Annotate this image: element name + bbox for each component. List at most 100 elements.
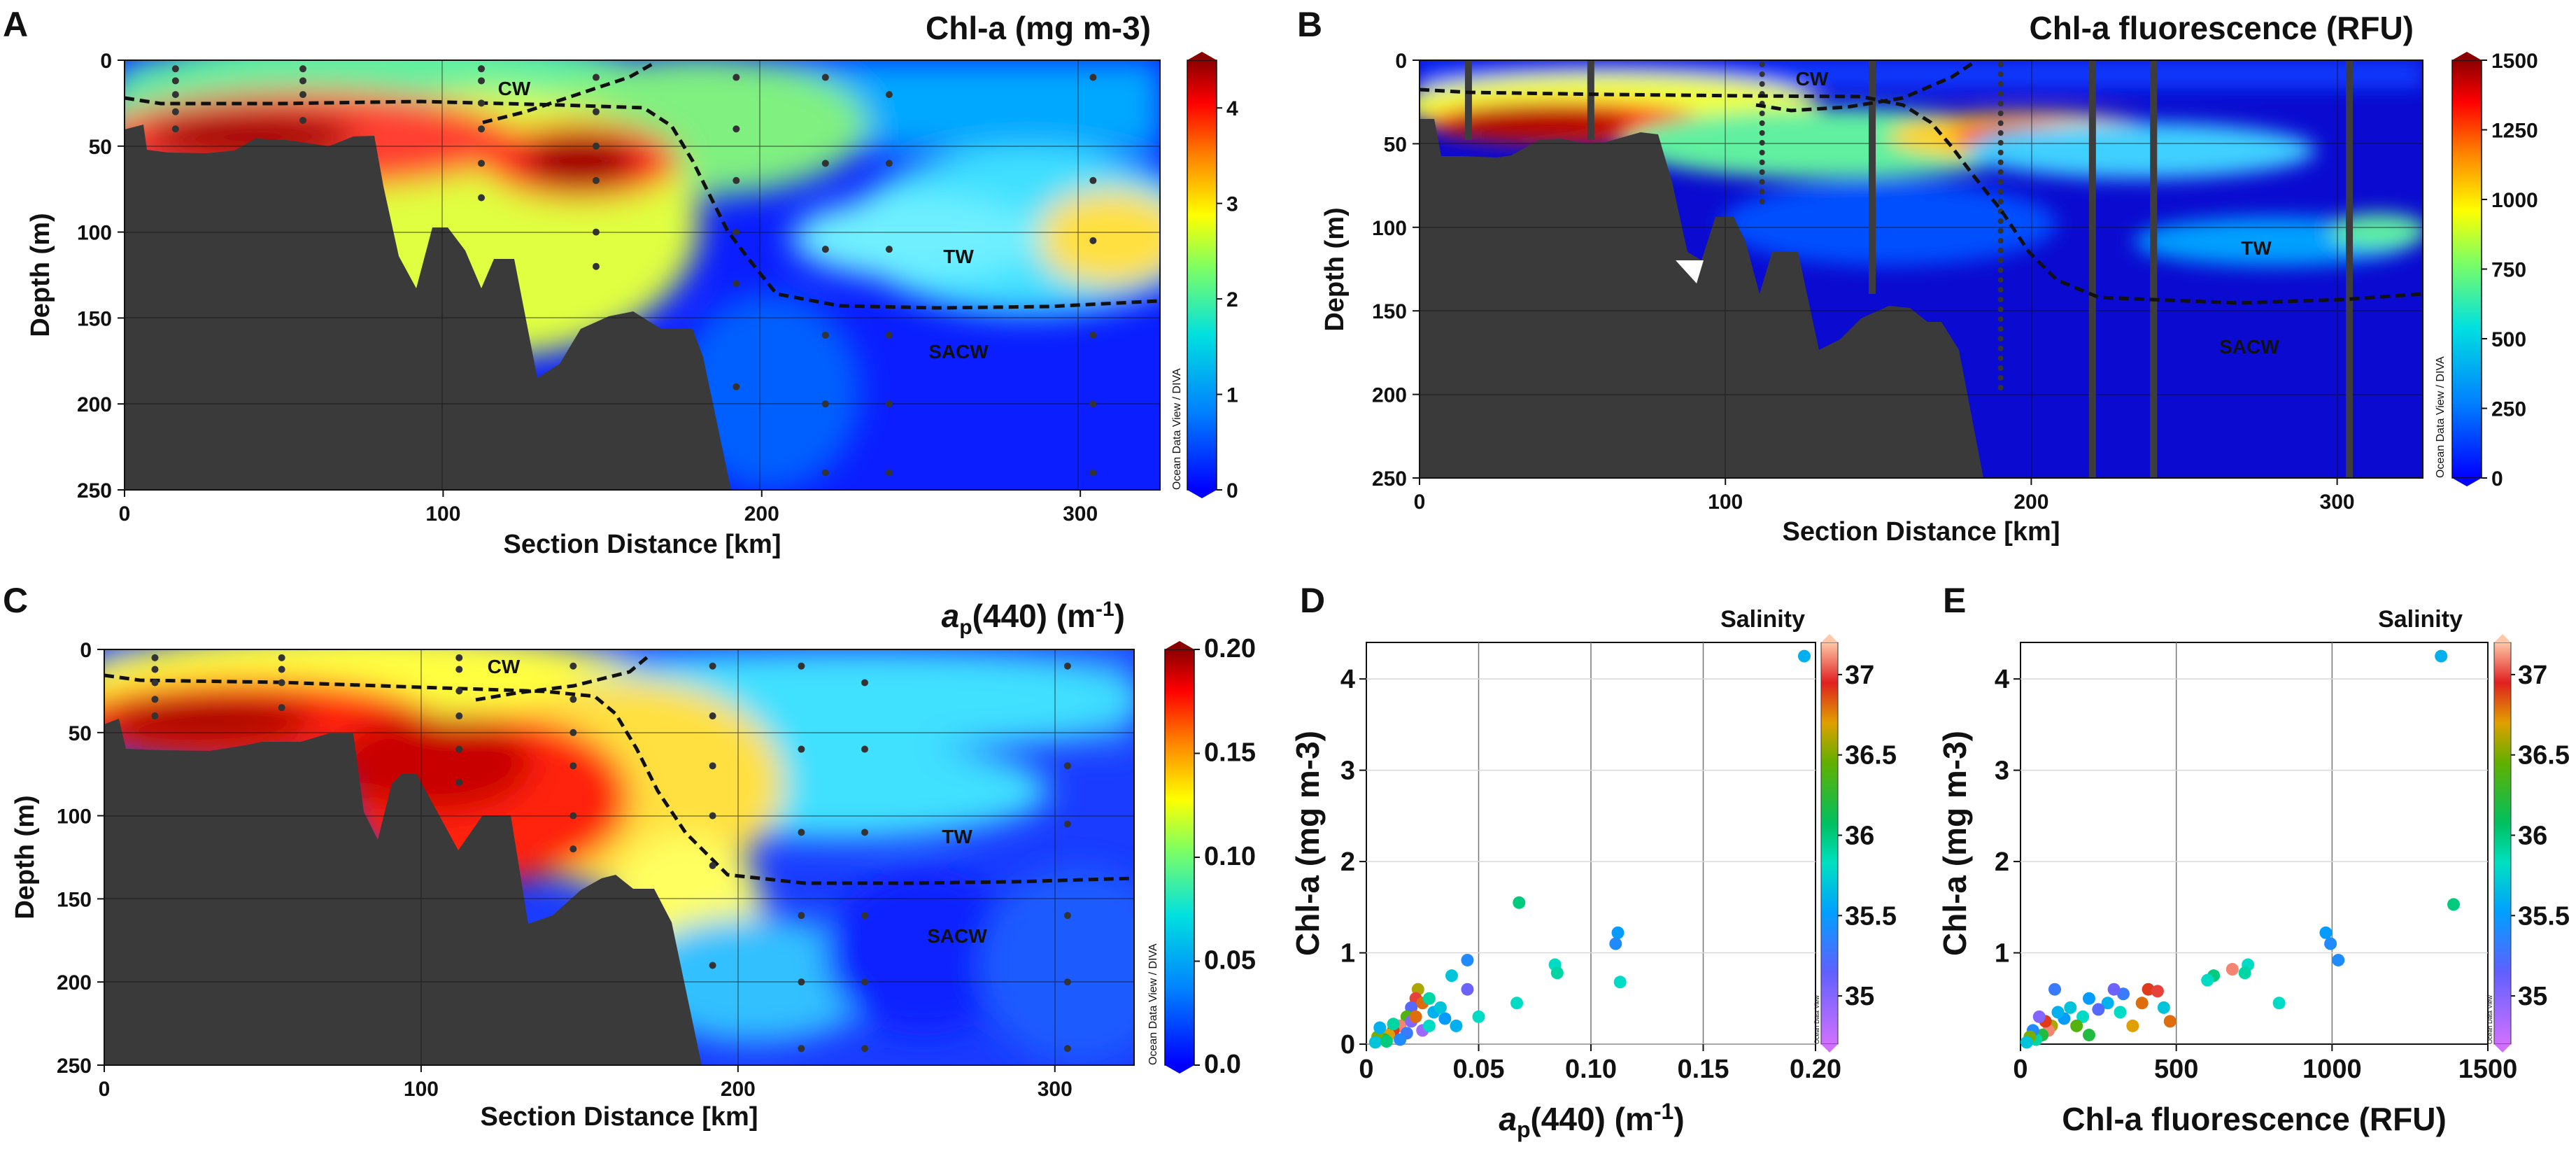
panel-b-profile-sample <box>1997 277 2004 283</box>
panel-a-field <box>125 60 1160 490</box>
panel-a-ytick-label: 250 <box>77 479 112 502</box>
panel-e-data-point <box>2020 1036 2033 1049</box>
panel-b-ytick-label: 200 <box>1372 384 1407 407</box>
panel-c-station-dot <box>861 745 869 753</box>
panel-c-xtick-label: 200 <box>721 1078 756 1101</box>
panel-c-station-dot <box>569 762 577 770</box>
panel-c-colorbar-tick-label: 0.20 <box>1204 634 1256 663</box>
panel-c-station-dot <box>1063 912 1071 920</box>
panel-e-data-point <box>2447 898 2461 911</box>
panel-b-profile-track <box>1464 60 1472 140</box>
panel-a-colorbar-credit: Ocean Data View / DIVA <box>1171 368 1183 490</box>
panel-b-ytick-label: 250 <box>1372 467 1407 491</box>
panel-c-station-dot <box>709 861 716 869</box>
panel-d-data-point <box>1373 1021 1387 1034</box>
panel-e-data-point <box>2092 1003 2105 1016</box>
panel-a-station-dot <box>733 125 740 133</box>
panel-c-station-dot <box>861 978 869 986</box>
panel-e-data-point <box>2435 649 2448 663</box>
panel-e-colorbar-tick-label: 37 <box>2518 661 2547 690</box>
panel-b-colorbar-tick-label: 0 <box>2491 467 2503 491</box>
panel-a-xtick-label: 0 <box>119 502 131 526</box>
panel-d-colorbar-cap-bottom <box>1821 1044 1838 1053</box>
panel-a-station-dot <box>478 99 486 107</box>
panel-a-isohalines <box>125 61 1160 310</box>
panel-c-station-dot <box>569 729 577 736</box>
panel-d-xtick-label: 0.05 <box>1453 1055 1505 1084</box>
panel-e-colorbar <box>2493 642 2512 1045</box>
panel-e-colorbar-tick-label: 36.5 <box>2518 741 2570 771</box>
panel-a-station-dot <box>733 383 740 390</box>
panel-c-ytick-label: 250 <box>57 1055 92 1078</box>
panel-e-data-point <box>2070 1019 2083 1032</box>
panel-a-chl-section: Chl-a (mg m-3) <box>26 10 1238 559</box>
panel-b-profile-sample <box>1997 81 2004 87</box>
panel-a-station-dot <box>592 142 600 150</box>
panel-c-station-dot <box>278 654 285 661</box>
panel-e-data-point <box>2163 1015 2177 1028</box>
panel-d-ylabel: Chl-a (mg m-3) <box>1289 731 1326 956</box>
panel-b-profile-sample <box>1997 101 2004 106</box>
panel-b-profile-sample <box>1759 130 1765 136</box>
panel-b-profile-sample <box>1997 365 2004 371</box>
panel-c-station-dot <box>861 1045 869 1053</box>
panel-e-data-point <box>2107 983 2121 996</box>
panel-c-ylabel: Depth (m) <box>10 795 40 919</box>
panel-b-profile-sample <box>1997 346 2004 351</box>
panel-b-profile-track <box>1869 60 1876 294</box>
panel-e-data-point <box>2082 1028 2095 1041</box>
panel-c-colorbar-tick-label: 0.10 <box>1204 842 1256 871</box>
panel-a-station-dot <box>885 160 893 167</box>
panel-b-colorbar-ticks: 0 250 500 750 1000 1250 1500 <box>2482 50 2538 491</box>
panel-c-title-a: a <box>942 598 960 634</box>
panel-e-colorbar-ticks: 35 35.5 36 36.5 37 <box>2511 661 2570 1011</box>
panel-e-data-point <box>2032 1010 2046 1023</box>
panel-label-b: B <box>1297 5 1322 44</box>
panel-a-station-dot <box>821 400 829 408</box>
panel-b-profile-track <box>2346 60 2354 478</box>
panel-a-ytick-label: 0 <box>100 50 112 73</box>
panel-d-ytick-label: 3 <box>1340 757 1355 786</box>
panel-c-colorbar-tick-label: 0.05 <box>1204 946 1256 976</box>
panel-a-station-dot <box>885 469 893 477</box>
panel-a-xlabel: Section Distance [km] <box>504 530 781 559</box>
panel-a-station-dot <box>821 469 829 477</box>
panel-e-frame <box>2020 642 2489 1045</box>
panel-c-label-tw: TW <box>942 826 972 847</box>
panel-a-frame <box>124 59 1161 491</box>
panel-c-station-dot <box>278 704 285 712</box>
panel-e-xtick-label: 1000 <box>2302 1055 2362 1084</box>
panel-d-scatter: 0 0.05 0.10 0.15 0.20 0 1 2 3 4 Salinity Ocean Da… <box>1289 606 1897 1142</box>
panel-d-data-point <box>1368 1036 1382 1049</box>
panel-a-station-dot <box>821 246 829 253</box>
panel-b-profile-sample <box>1997 91 2004 97</box>
panel-e-xtick-label: 0 <box>2013 1055 2027 1084</box>
panel-c-station-dot <box>455 666 463 673</box>
panel-b-xtick-label: 200 <box>2014 491 2048 514</box>
panel-a-ytick-label: 50 <box>89 136 112 159</box>
panel-b-profile-sample <box>1997 385 2004 390</box>
panel-d-colorbar-tick-label: 36.5 <box>1845 741 1897 771</box>
panel-d-xlabel-sup: -1 <box>1654 1099 1673 1124</box>
panel-a-station-dot <box>478 160 486 167</box>
panel-e-colorbar-title: Salinity <box>2378 606 2463 633</box>
panel-d-axes: 0 0.05 0.10 0.15 0.20 0 1 2 3 4 <box>1340 665 1841 1084</box>
panel-a-station-dot <box>821 73 829 81</box>
panel-e-xtick-label: 1500 <box>2458 1055 2518 1084</box>
panel-a-station-dot <box>733 228 740 236</box>
panel-c-station-dot <box>455 687 463 695</box>
panel-d-grid <box>1366 642 1816 1045</box>
panel-b-colorbar-cap-top <box>2452 52 2482 60</box>
panel-c-station-dot <box>709 762 716 770</box>
panel-c-station-dot <box>709 662 716 670</box>
panel-b-profile-sample <box>1997 375 2004 381</box>
panel-d-ytick-label: 4 <box>1340 665 1355 694</box>
panel-b-colorbar-tick-label: 1500 <box>2491 50 2538 73</box>
panel-b-colorbar-tick-label: 1000 <box>2491 189 2538 212</box>
panel-d-data-point <box>1380 1035 1393 1048</box>
panel-c-title: ap(440) (m-1) <box>942 598 1125 639</box>
panel-b-profile-sample <box>1997 267 2004 273</box>
panel-c-station-dot <box>798 745 805 753</box>
panel-d-data-point <box>1445 969 1458 983</box>
panel-d-xlabel-rest: (440) (m <box>1530 1101 1653 1137</box>
